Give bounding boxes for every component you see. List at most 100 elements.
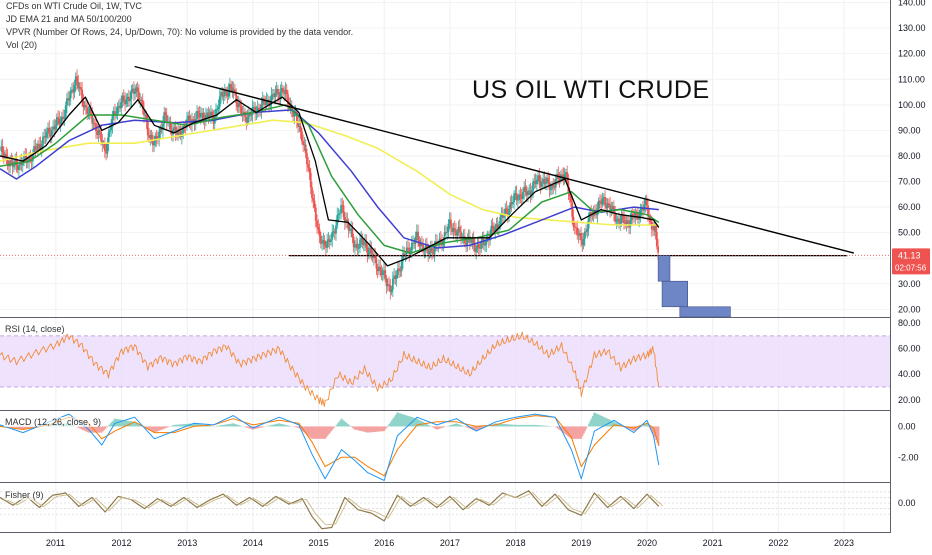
candle-body	[76, 76, 78, 82]
candle-body	[69, 98, 71, 101]
candle-body	[100, 132, 102, 141]
candle-body	[130, 90, 132, 99]
candle-body	[478, 244, 480, 248]
price-axis-tick-label: 110.00	[898, 74, 925, 84]
candle-body	[359, 240, 361, 248]
candle-body	[109, 130, 111, 132]
candle-body	[197, 111, 199, 113]
candle-body	[331, 232, 333, 240]
candle-body	[621, 216, 623, 223]
candle-body	[99, 130, 101, 131]
candle-body	[339, 213, 341, 214]
candle-body	[114, 111, 116, 114]
price-axis-tick-label: 130.00	[898, 23, 926, 33]
candle-body	[576, 228, 578, 235]
candle-body	[616, 220, 618, 222]
candle-body	[525, 187, 527, 192]
candle-body	[305, 145, 307, 154]
price-axis-tick-label: 60.00	[898, 202, 921, 212]
candle-body	[424, 251, 426, 252]
candle-body	[343, 205, 345, 217]
candle-body	[363, 244, 365, 245]
candle-body	[312, 198, 314, 201]
candle-body	[65, 106, 67, 117]
candle-body	[508, 209, 510, 216]
candle-body	[353, 237, 355, 247]
time-axis-tick-label: 2018	[506, 538, 526, 548]
candle-body	[544, 179, 546, 184]
price-axis-tick-label: 70.00	[898, 177, 921, 187]
candle-body	[358, 248, 360, 249]
candle-body	[368, 252, 370, 255]
candle-body	[22, 163, 24, 165]
candle-body	[352, 228, 354, 237]
candle-body	[235, 93, 237, 104]
fisher-pane-label: Fisher (9)	[4, 490, 45, 500]
candle-body	[247, 117, 249, 122]
candle-body	[401, 261, 403, 271]
candle-body	[512, 202, 514, 204]
candle-body	[396, 275, 398, 279]
candle-body	[527, 191, 529, 195]
price-axis-tick-label: 80.00	[898, 151, 921, 161]
symbol-title: CFDs on WTI Crude Oil, 1W, TVC	[6, 1, 142, 11]
time-axis-tick-label: 2011	[46, 538, 65, 548]
candle-body	[286, 90, 288, 95]
bar-countdown: 02:07:56	[895, 263, 927, 272]
candle-body	[536, 180, 538, 185]
candle-body	[64, 117, 66, 119]
candle-body	[575, 227, 577, 228]
candle-body	[219, 97, 221, 107]
candle-body	[307, 164, 309, 167]
candle-body	[70, 90, 72, 98]
candle-body	[120, 102, 122, 108]
candle-body	[250, 115, 252, 116]
time-axis-tick-label: 2019	[571, 538, 591, 548]
candle-body	[629, 220, 631, 227]
candle-body	[584, 231, 586, 238]
candle-body	[586, 229, 588, 232]
candle-body	[300, 126, 302, 131]
time-axis-bg	[0, 533, 932, 550]
time-axis-tick-label: 2021	[703, 538, 723, 548]
rsi-axis-tick-label: 20.00	[898, 395, 921, 405]
candle-body	[274, 93, 276, 97]
candle-body	[218, 107, 220, 109]
rsi-axis-tick-label: 80.00	[898, 318, 921, 328]
candle-body	[552, 185, 554, 187]
candle-body	[335, 226, 337, 234]
candle-body	[550, 189, 552, 190]
candle-body	[545, 183, 547, 184]
candle-body	[415, 237, 417, 244]
candle-body	[134, 92, 136, 94]
candle-body	[60, 121, 62, 124]
candle-body	[506, 208, 508, 212]
candle-body	[566, 172, 568, 181]
candle-body	[311, 187, 313, 198]
candle-body	[282, 88, 284, 93]
candle-body	[362, 238, 364, 244]
macd-histogram-bar	[386, 426, 388, 427]
candle-body	[306, 153, 308, 164]
macd-axis-tick-label: 0.00	[898, 421, 916, 431]
candle-body	[492, 226, 494, 229]
candle-body	[608, 203, 610, 204]
candle-body	[520, 194, 522, 196]
candle-body	[153, 142, 155, 145]
candle-body	[2, 146, 4, 152]
rsi-pane-label: RSI (14, close)	[4, 324, 66, 334]
macd-histogram-bar	[106, 426, 108, 427]
candle-body	[354, 247, 356, 248]
candle-body	[85, 105, 87, 107]
vpvr-block	[658, 256, 670, 282]
macd-histogram-bar	[333, 426, 335, 428]
candle-body	[156, 136, 158, 139]
candle-body	[541, 181, 543, 186]
candle-body	[239, 103, 241, 105]
price-axis-tick-label: 120.00	[898, 49, 926, 59]
candle-body	[459, 227, 461, 232]
candle-body	[470, 242, 472, 243]
macd-histogram-bar	[429, 426, 431, 427]
